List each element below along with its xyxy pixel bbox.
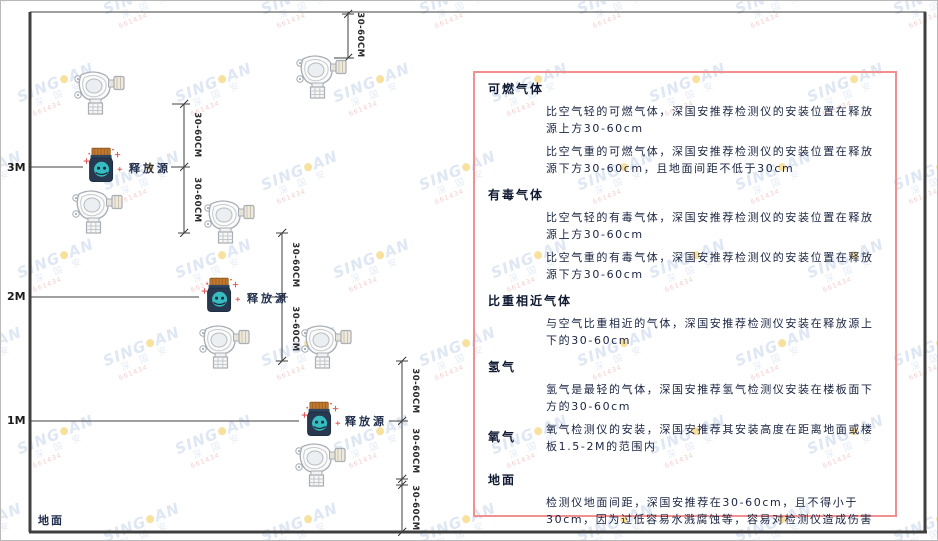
panel-section-similar-density: 比重相近气体 与空气比重相近的气体，深国安推荐检测仪安装在释放源上下的30-60… xyxy=(488,292,883,349)
release-source-label: 释放源 xyxy=(345,415,387,428)
section-paragraph: 氧气检测仪的安装，深国安推荐其安装高度在距离地面或楼板1.5-2M的范围内 xyxy=(546,423,874,453)
dimension-label: 30-60CM xyxy=(192,112,202,158)
gas-detector-icon xyxy=(73,69,125,115)
installation-guide-panel: 可燃气体 比空气轻的可燃气体，深国安推荐检测仪的安装位置在释放源上方30-60c… xyxy=(473,71,897,526)
ground-label: 地面 xyxy=(38,514,64,527)
dimension-label: 30-60CM xyxy=(290,242,300,288)
gas-detector-icon xyxy=(198,323,250,369)
section-heading: 有毒气体 xyxy=(488,188,545,202)
gas-detector-icon xyxy=(71,188,123,234)
section-heading: 可燃气体 xyxy=(488,82,545,96)
section-paragraph: 比空气重的可燃气体，深国安推荐检测仪的安装位置在释放源下方30-60cm，且地面… xyxy=(546,145,874,175)
release-source-label: 释放源 xyxy=(247,292,289,305)
section-paragraph: 比空气重的有毒气体，深国安推荐检测仪的安装位置在释放源下方30-60cm xyxy=(546,251,874,281)
panel-section-toxic: 有毒气体 比空气轻的有毒气体，深国安推荐检测仪的安装位置在释放源上方30-60c… xyxy=(488,186,883,283)
section-paragraph: 氢气是最轻的气体，深国安推荐氢气检测仪安装在楼板面下方的30-60cm xyxy=(546,383,874,413)
section-heading: 地面 xyxy=(488,473,517,487)
scale-label-1m: 1M xyxy=(7,414,26,427)
section-paragraph: 与空气比重相近的气体，深国安推荐检测仪安装在释放源上下的30-60cm xyxy=(546,317,874,347)
dimension-label: 30-60CM xyxy=(410,428,420,474)
panel-section-hydrogen: 氢气 氢气是最轻的气体，深国安推荐氢气检测仪安装在楼板面下方的30-60cm xyxy=(488,358,883,415)
dimension-label: 30-60CM xyxy=(192,177,202,223)
section-heading: 氧气 xyxy=(488,430,517,444)
scale-label-3m: 3M xyxy=(7,161,26,174)
gas-detector-icon xyxy=(300,323,352,369)
section-heading: 比重相近气体 xyxy=(488,294,573,308)
dimension-label: 30-60CM xyxy=(410,485,420,531)
dimension-label: 30-60CM xyxy=(410,368,420,414)
release-source-label: 释放源 xyxy=(129,162,171,175)
panel-section-oxygen: 氧气 氧气检测仪的安装，深国安推荐其安装高度在距离地面或楼板1.5-2M的范围内 xyxy=(488,421,883,455)
section-paragraph: 比空气轻的有毒气体，深国安推荐检测仪的安装位置在释放源上方30-60cm xyxy=(546,211,874,241)
scale-label-2m: 2M xyxy=(7,290,26,303)
gas-detector-icon xyxy=(294,441,346,487)
release-source-jar-icon xyxy=(299,401,341,440)
dimension-label: 30-60CM xyxy=(355,12,365,58)
panel-section-ground: 地面 检测仪地面间距，深国安推荐在30-60cm，且不得小于30cm，因为过低容… xyxy=(488,471,883,528)
section-paragraph: 检测仪地面间距，深国安推荐在30-60cm，且不得小于30cm，因为过低容易水溅… xyxy=(546,496,873,526)
dimension-label: 30-60CM xyxy=(290,306,300,352)
gas-detector-icon xyxy=(203,198,255,244)
release-source-jar-icon xyxy=(81,147,123,186)
release-source-jar-icon xyxy=(199,277,241,316)
section-heading: 氢气 xyxy=(488,360,517,374)
gas-detector-icon xyxy=(295,53,347,99)
section-paragraph: 比空气轻的可燃气体，深国安推荐检测仪的安装位置在释放源上方30-60cm xyxy=(546,105,874,135)
panel-section-combustible: 可燃气体 比空气轻的可燃气体，深国安推荐检测仪的安装位置在释放源上方30-60c… xyxy=(488,80,883,177)
